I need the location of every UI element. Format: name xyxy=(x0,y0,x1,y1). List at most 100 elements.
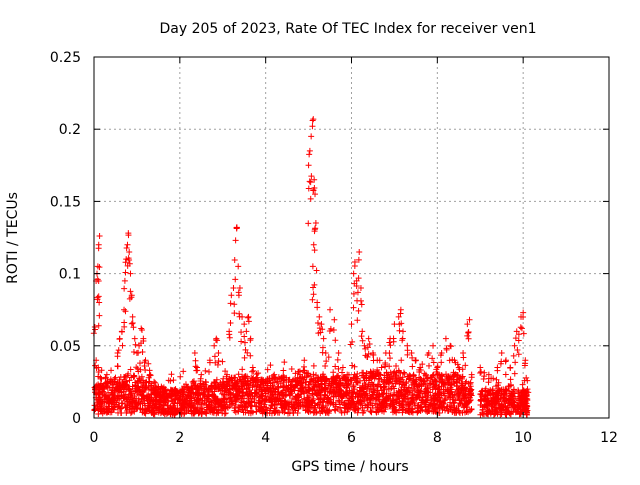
data-point xyxy=(353,282,360,289)
data-point xyxy=(401,370,408,377)
data-point xyxy=(310,241,317,248)
data-point xyxy=(392,399,399,406)
data-point xyxy=(360,388,367,395)
data-point xyxy=(202,410,209,417)
data-point xyxy=(334,356,341,363)
data-point xyxy=(314,319,321,326)
data-point xyxy=(167,377,174,384)
data-point xyxy=(464,404,471,411)
x-tick-label: 0 xyxy=(90,430,99,446)
data-point xyxy=(334,384,341,391)
data-point xyxy=(345,397,352,404)
data-point xyxy=(307,179,314,186)
data-point xyxy=(226,403,233,410)
data-point xyxy=(215,357,222,364)
data-point xyxy=(202,367,209,374)
data-point xyxy=(521,362,528,369)
data-point xyxy=(297,382,304,389)
data-point xyxy=(438,359,445,366)
data-point xyxy=(478,368,485,375)
data-point xyxy=(290,401,297,408)
data-point xyxy=(251,389,258,396)
data-point xyxy=(354,317,361,324)
data-point xyxy=(409,354,416,361)
data-point xyxy=(302,407,309,414)
data-point xyxy=(231,374,238,381)
data-point xyxy=(243,404,250,411)
data-point xyxy=(450,369,457,376)
data-point xyxy=(197,404,204,411)
data-point xyxy=(262,378,269,385)
data-point xyxy=(382,360,389,367)
data-point xyxy=(310,362,317,369)
data-point xyxy=(419,361,426,368)
data-point xyxy=(188,399,195,406)
data-point xyxy=(331,316,338,323)
data-point xyxy=(126,398,133,405)
data-point xyxy=(359,369,366,376)
data-point xyxy=(238,329,245,336)
data-point xyxy=(362,383,369,390)
data-point xyxy=(307,195,314,202)
data-point xyxy=(504,404,511,411)
data-point xyxy=(341,404,348,411)
data-point xyxy=(310,409,317,416)
data-point xyxy=(225,395,232,402)
data-point xyxy=(358,399,365,406)
data-point xyxy=(362,352,369,359)
data-point xyxy=(350,304,357,311)
data-point xyxy=(189,378,196,385)
data-point xyxy=(127,410,134,417)
data-point xyxy=(243,328,250,335)
data-point xyxy=(460,395,467,402)
data-point xyxy=(340,375,347,382)
data-point xyxy=(145,360,152,367)
data-point xyxy=(453,406,460,413)
data-point xyxy=(122,269,129,276)
data-point xyxy=(272,394,279,401)
data-point xyxy=(354,370,361,377)
data-point xyxy=(101,394,108,401)
data-point xyxy=(112,374,119,381)
data-point xyxy=(510,352,517,359)
data-point xyxy=(494,367,501,374)
data-point xyxy=(283,392,290,399)
data-point xyxy=(231,310,238,317)
data-point xyxy=(468,406,475,413)
data-point xyxy=(95,368,102,375)
data-point xyxy=(239,403,246,410)
data-point xyxy=(417,387,424,394)
data-point xyxy=(288,386,295,393)
data-point xyxy=(221,410,228,417)
data-point xyxy=(358,333,365,340)
data-point xyxy=(464,321,471,328)
data-point xyxy=(262,405,269,412)
data-point xyxy=(121,319,128,326)
data-point xyxy=(242,346,249,353)
data-point xyxy=(309,391,316,398)
data-point xyxy=(247,352,254,359)
data-point xyxy=(284,386,291,393)
data-point xyxy=(359,337,366,344)
data-point xyxy=(369,386,376,393)
data-point xyxy=(180,368,187,375)
data-point xyxy=(519,381,526,388)
data-point xyxy=(410,377,417,384)
data-point xyxy=(430,359,437,366)
data-point xyxy=(239,366,246,373)
data-point xyxy=(435,394,442,401)
data-point xyxy=(339,369,346,376)
data-point xyxy=(245,382,252,389)
data-point xyxy=(431,383,438,390)
data-point xyxy=(327,399,334,406)
data-point xyxy=(349,402,356,409)
data-point xyxy=(354,389,361,396)
data-point xyxy=(249,364,256,371)
data-point xyxy=(494,390,501,397)
data-point xyxy=(122,308,129,315)
data-point xyxy=(190,378,197,385)
data-point xyxy=(258,378,265,385)
data-point xyxy=(366,340,373,347)
x-tick-label: 6 xyxy=(347,430,356,446)
data-point xyxy=(311,184,318,191)
